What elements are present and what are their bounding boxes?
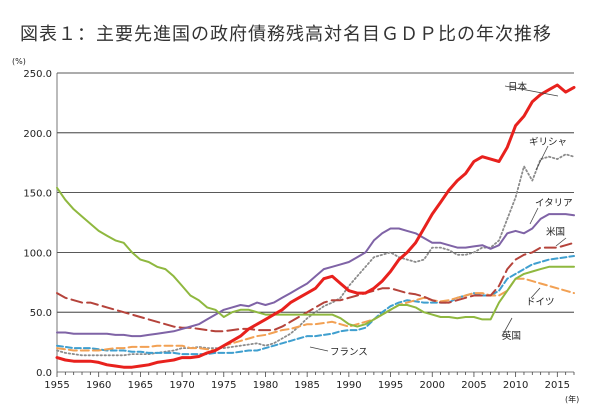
series-line-0 (55, 83, 576, 369)
series-label-france: フランス (330, 347, 368, 358)
x-tick-label: 2015 (545, 380, 570, 391)
series-label-usa: 米国 (546, 226, 565, 238)
x-tick-label: 1995 (378, 380, 403, 391)
y-tick-label: 50.0 (30, 308, 52, 319)
series-label-italy: イタリア (535, 198, 573, 209)
x-axis-ticks: 1955 1960 1965 1970 1975 1980 1985 1990 1995 2000… (44, 372, 575, 391)
series-lines (55, 83, 576, 369)
y-tick-label: 100.0 (23, 248, 52, 259)
y-unit-label: (%) (12, 57, 26, 66)
x-tick-label: 1965 (128, 380, 153, 391)
series-label-germany: ドイツ (526, 297, 555, 308)
x-tick-label: 1985 (294, 380, 319, 391)
series-label-greece: ギリシャ (529, 137, 567, 148)
gridlines (56, 72, 574, 373)
series-labels: 日本 ギリシャ イタリア 米国 フランス 英国 ドイツ (330, 81, 573, 358)
x-unit-label: (年) (565, 394, 579, 404)
y-tick-label: 200.0 (23, 129, 52, 140)
y-tick-label: 0.0 (36, 368, 52, 379)
x-tick-label: 1975 (211, 380, 236, 391)
x-tick-label: 2005 (461, 380, 486, 391)
series-line-5 (56, 186, 575, 328)
label-leader-lines (309, 85, 567, 352)
series-label-uk: 英国 (502, 330, 521, 342)
series-line-3 (56, 241, 575, 333)
x-tick-label: 1990 (336, 380, 361, 391)
x-tick-label: 1970 (169, 380, 194, 391)
x-tick-label: 1960 (86, 380, 111, 391)
series-line-2 (56, 213, 575, 338)
chart-title: 図表１：主要先進国の政府債務残高対名目ＧＤＰ比の年次推移 (20, 24, 552, 45)
x-tick-label: 2000 (420, 380, 445, 391)
series-line-4 (56, 255, 575, 356)
x-tick-label: 2010 (503, 380, 528, 391)
y-tick-label: 150.0 (23, 189, 52, 200)
series-label-japan: 日本 (508, 81, 528, 93)
x-tick-label: 1980 (253, 380, 278, 391)
y-axis-ticks: 0.0 50.0 100.0 150.0 200.0 250.0 (23, 69, 52, 379)
x-tick-label: 1955 (44, 380, 69, 391)
y-tick-label: 250.0 (23, 69, 52, 80)
